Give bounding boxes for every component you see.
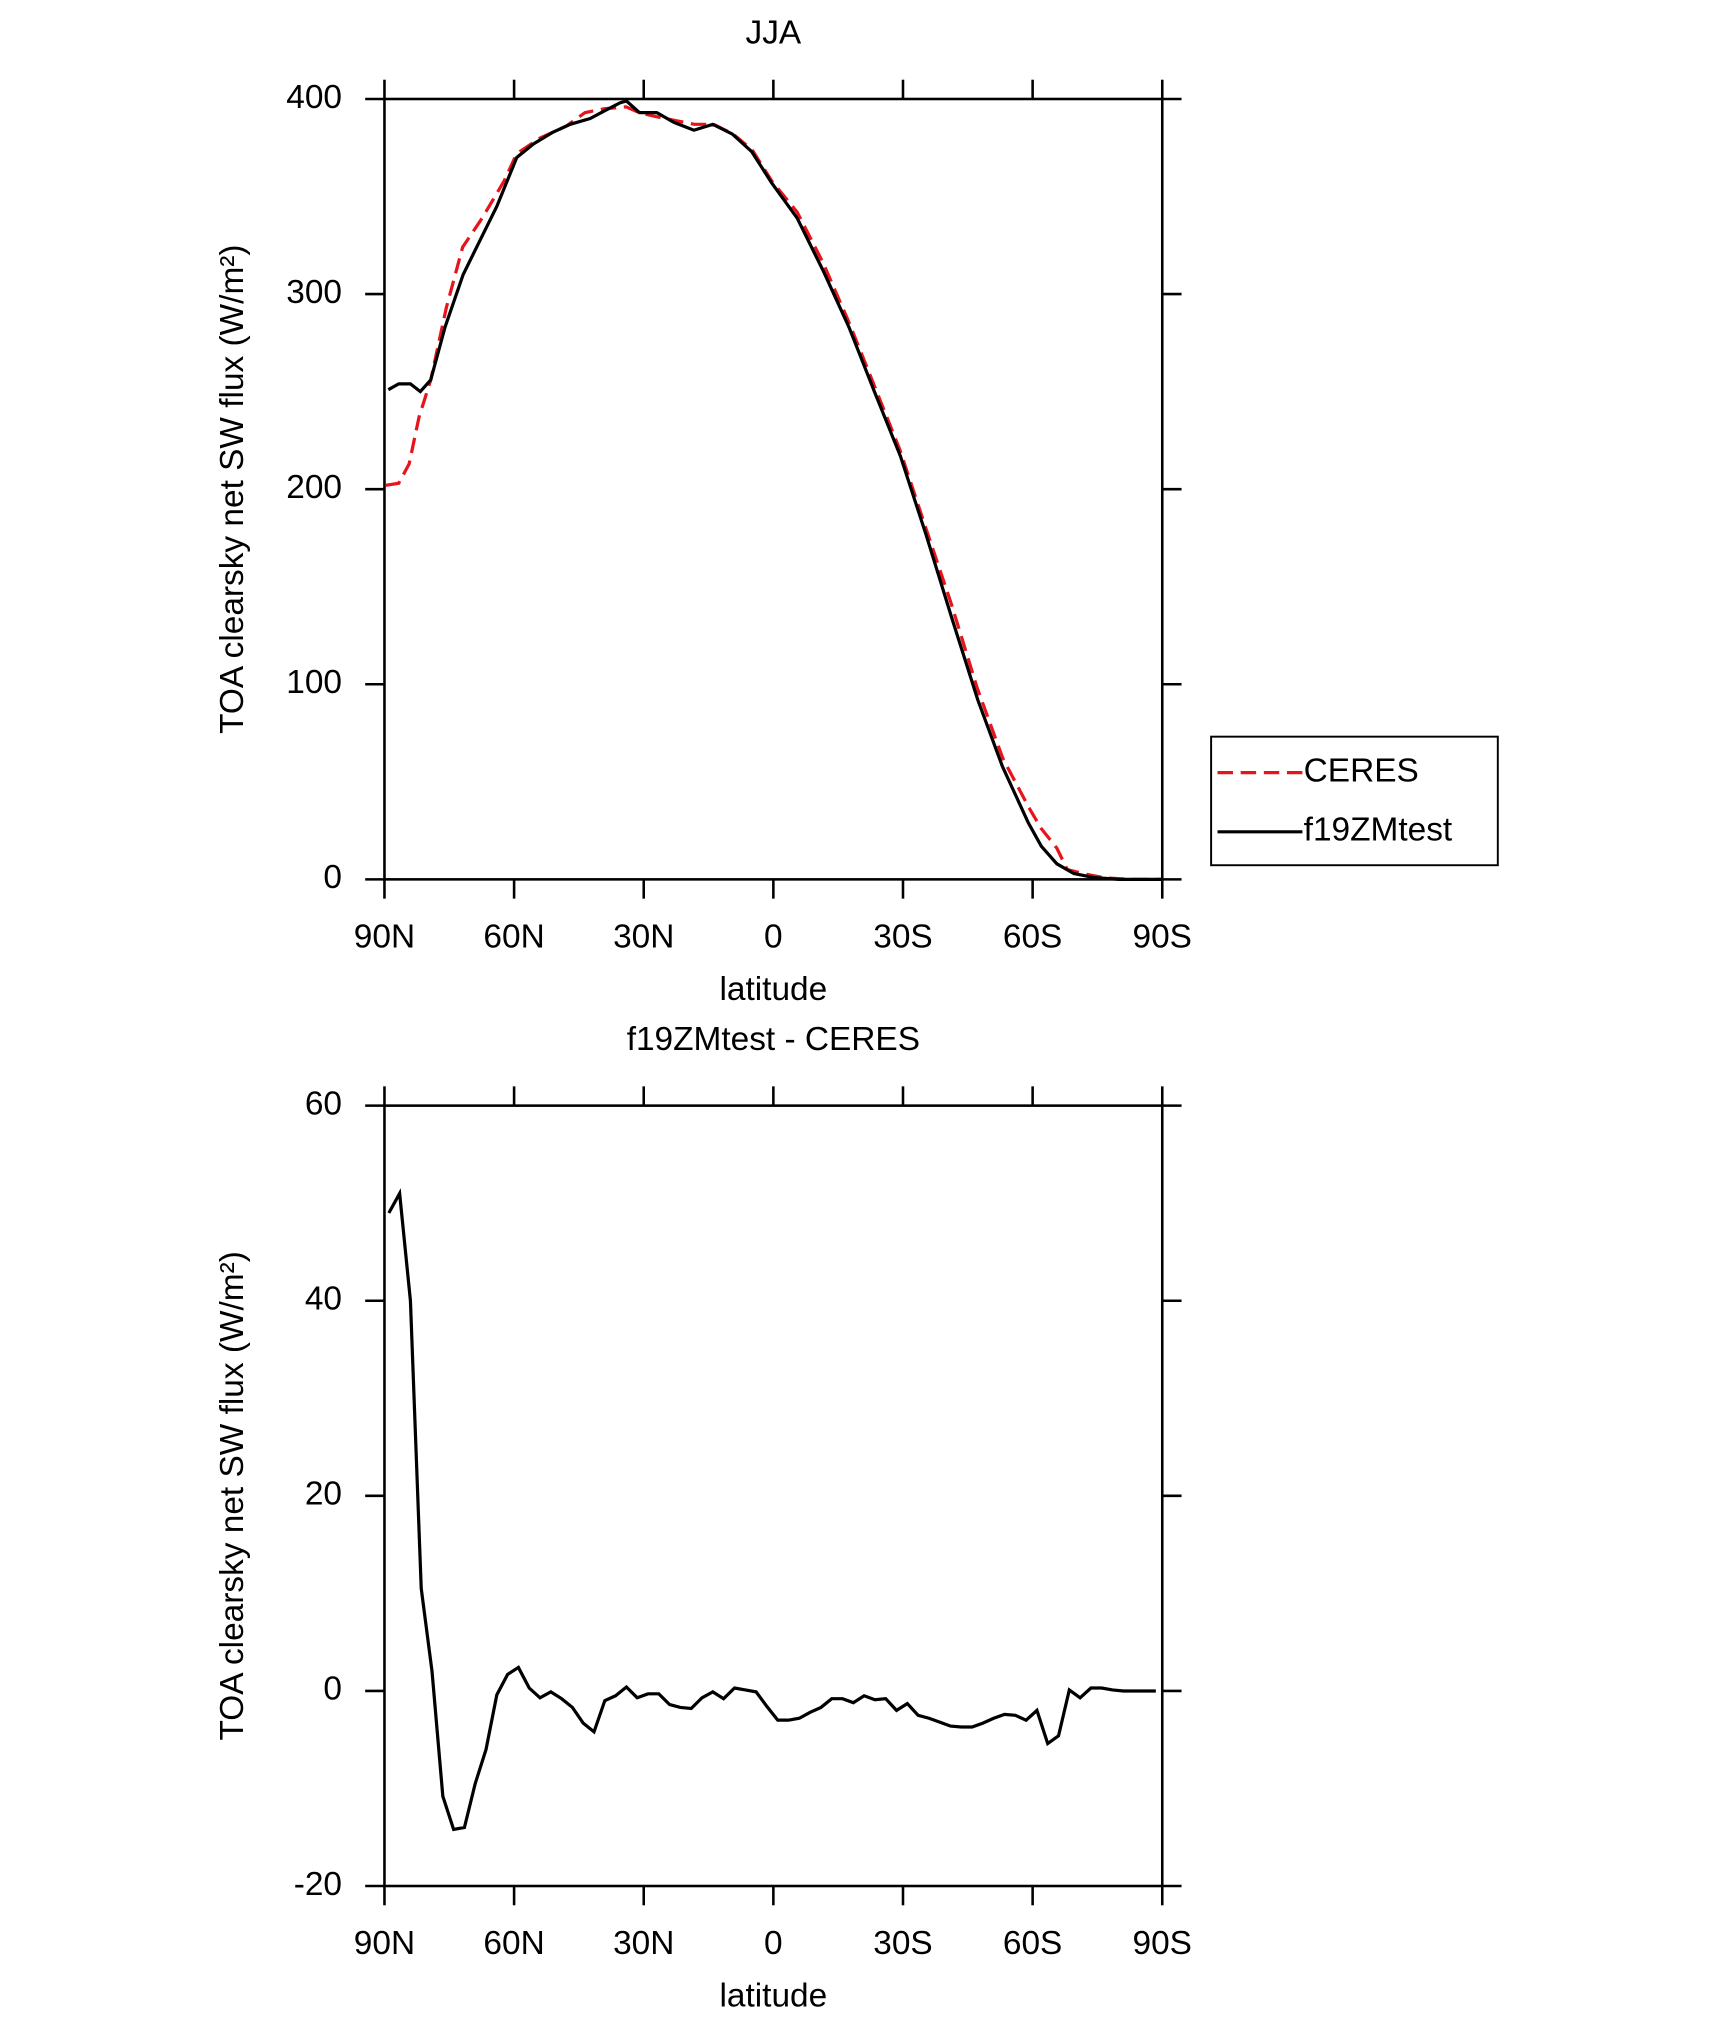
chart-title: JJA xyxy=(746,15,802,52)
y-tick-label: 400 xyxy=(286,79,342,116)
y-axis-label: TOA clearsky net SW flux (W/m²) xyxy=(214,244,251,733)
y-tick-label: 40 xyxy=(305,1281,342,1318)
y-axis-label: TOA clearsky net SW flux (W/m²) xyxy=(214,1251,251,1740)
series-line xyxy=(387,1188,1156,1832)
x-tick-label: 30S xyxy=(873,1925,932,1962)
x-tick-label: 90N xyxy=(354,1925,415,1962)
y-tick-label: 20 xyxy=(305,1476,342,1513)
x-tick-label: 60S xyxy=(1003,918,1062,955)
legend-label: CERES xyxy=(1304,752,1419,789)
x-tick-label: 60S xyxy=(1003,1925,1062,1962)
x-tick-label: 60N xyxy=(483,1925,544,1962)
plot-frame xyxy=(383,1104,1164,1888)
x-tick-label: 0 xyxy=(764,1925,783,1962)
y-tick-label: 0 xyxy=(323,859,342,896)
y-tick-label: 100 xyxy=(286,664,342,701)
series-line xyxy=(385,105,1163,881)
x-tick-label: 30N xyxy=(613,918,674,955)
plot-frame xyxy=(383,97,1164,881)
y-tick-label: -20 xyxy=(294,1866,342,1903)
legend-box xyxy=(1210,735,1499,867)
y-tick-label: 60 xyxy=(305,1085,342,1122)
y-tick-label: 0 xyxy=(323,1671,342,1708)
series-line xyxy=(387,99,1163,881)
y-tick-label: 200 xyxy=(286,469,342,506)
x-tick-label: 90S xyxy=(1133,918,1192,955)
chart-title: f19ZMtest - CERES xyxy=(627,1021,920,1058)
x-tick-label: 90N xyxy=(354,918,415,955)
x-tick-label: 90S xyxy=(1133,1925,1192,1962)
x-tick-label: 0 xyxy=(764,918,783,955)
legend-label: f19ZMtest xyxy=(1304,812,1453,849)
y-tick-label: 300 xyxy=(286,274,342,311)
x-axis-label: latitude xyxy=(719,971,827,1008)
x-tick-label: 30S xyxy=(873,918,932,955)
x-tick-label: 60N xyxy=(483,918,544,955)
x-axis-label: latitude xyxy=(719,1978,827,2015)
x-tick-label: 30N xyxy=(613,1925,674,1962)
